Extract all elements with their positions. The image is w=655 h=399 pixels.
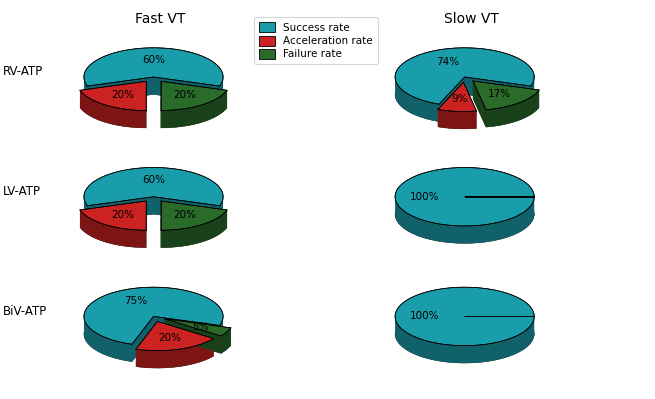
Polygon shape [84, 287, 223, 344]
Polygon shape [219, 318, 223, 343]
Polygon shape [84, 168, 223, 206]
Text: 100%: 100% [409, 311, 439, 322]
Text: 60%: 60% [142, 55, 165, 65]
Polygon shape [161, 81, 227, 111]
Text: 17%: 17% [488, 89, 511, 99]
Polygon shape [80, 81, 146, 108]
Polygon shape [153, 316, 219, 343]
Polygon shape [395, 78, 439, 122]
Polygon shape [161, 99, 227, 128]
Text: 20%: 20% [111, 210, 134, 220]
Polygon shape [473, 81, 539, 110]
Polygon shape [161, 210, 227, 248]
Polygon shape [395, 287, 534, 346]
Polygon shape [161, 218, 227, 248]
Polygon shape [87, 77, 153, 103]
Polygon shape [395, 316, 534, 363]
Text: RV-ATP: RV-ATP [3, 65, 43, 78]
Polygon shape [84, 185, 223, 223]
Polygon shape [438, 82, 464, 127]
Polygon shape [157, 322, 214, 356]
Polygon shape [464, 82, 476, 128]
Polygon shape [473, 81, 486, 127]
Text: 5%: 5% [193, 322, 209, 332]
Polygon shape [80, 81, 146, 111]
Polygon shape [84, 65, 223, 103]
Polygon shape [136, 322, 157, 367]
Polygon shape [153, 197, 219, 223]
Polygon shape [395, 304, 534, 363]
Polygon shape [439, 77, 464, 122]
Legend: Success rate, Acceleration rate, Failure rate: Success rate, Acceleration rate, Failure… [254, 17, 378, 64]
Polygon shape [219, 78, 223, 103]
Polygon shape [464, 316, 534, 334]
Polygon shape [531, 77, 534, 103]
Polygon shape [161, 201, 227, 230]
Polygon shape [80, 99, 146, 128]
Polygon shape [84, 304, 223, 361]
Text: Fast VT: Fast VT [136, 12, 185, 26]
Polygon shape [395, 185, 534, 243]
Polygon shape [80, 218, 146, 248]
Text: 20%: 20% [111, 90, 134, 100]
Polygon shape [219, 198, 223, 223]
Polygon shape [473, 81, 539, 107]
Polygon shape [87, 197, 153, 223]
Text: 75%: 75% [124, 296, 147, 306]
Text: 60%: 60% [142, 175, 165, 185]
Polygon shape [161, 81, 227, 108]
Polygon shape [161, 201, 227, 227]
Polygon shape [473, 99, 539, 127]
Polygon shape [395, 48, 534, 104]
Polygon shape [395, 65, 534, 122]
Text: Slow VT: Slow VT [444, 12, 499, 26]
Polygon shape [136, 322, 214, 351]
Polygon shape [80, 90, 146, 128]
Polygon shape [464, 197, 534, 214]
Text: 20%: 20% [173, 210, 196, 220]
Text: BiV-ATP: BiV-ATP [3, 305, 48, 318]
Polygon shape [395, 197, 534, 243]
Polygon shape [80, 210, 146, 248]
Polygon shape [132, 316, 153, 361]
Polygon shape [84, 317, 132, 361]
Polygon shape [164, 319, 231, 336]
Polygon shape [80, 201, 146, 227]
Text: 20%: 20% [159, 332, 181, 343]
Polygon shape [84, 48, 223, 86]
Polygon shape [464, 197, 534, 214]
Polygon shape [84, 198, 87, 223]
Polygon shape [153, 77, 219, 103]
Polygon shape [80, 201, 146, 230]
Polygon shape [84, 78, 87, 103]
Text: 20%: 20% [173, 90, 196, 100]
Polygon shape [438, 109, 476, 129]
Polygon shape [221, 328, 231, 354]
Polygon shape [164, 336, 231, 354]
Polygon shape [395, 168, 534, 226]
Text: 100%: 100% [409, 192, 439, 202]
Polygon shape [438, 82, 476, 111]
Polygon shape [486, 90, 539, 127]
Polygon shape [464, 77, 531, 103]
Polygon shape [164, 319, 221, 354]
Polygon shape [136, 339, 214, 368]
Polygon shape [136, 339, 214, 368]
Polygon shape [438, 100, 476, 129]
Text: 74%: 74% [436, 57, 459, 67]
Text: LV-ATP: LV-ATP [3, 185, 41, 198]
Polygon shape [464, 316, 534, 334]
Text: 9%: 9% [451, 94, 468, 104]
Polygon shape [161, 90, 227, 128]
Polygon shape [164, 319, 231, 345]
